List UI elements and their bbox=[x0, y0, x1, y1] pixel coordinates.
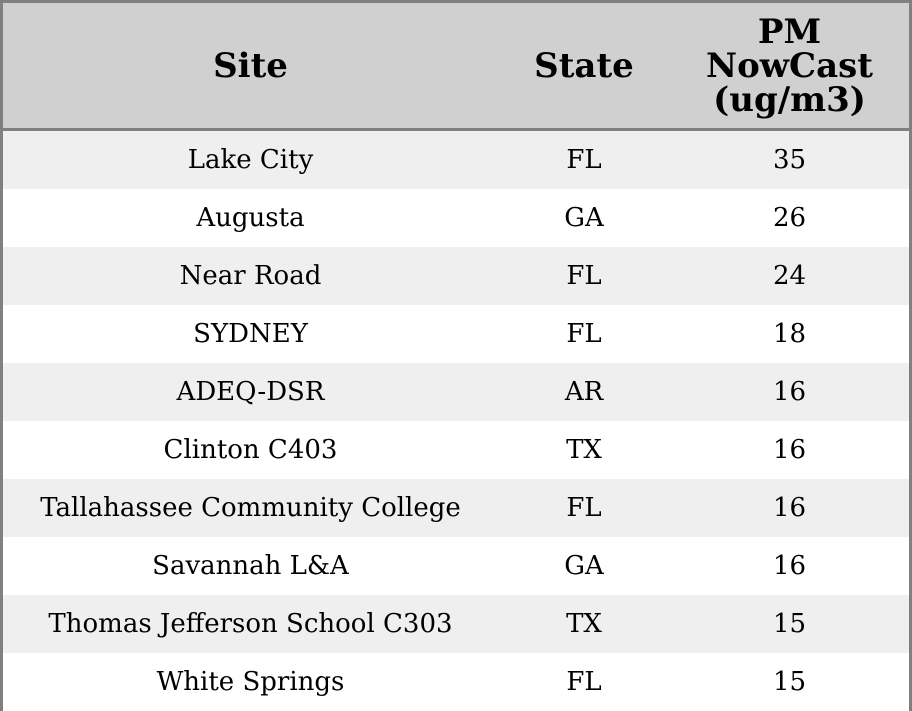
pm-value-cell: 18 bbox=[670, 305, 909, 363]
site-cell: Clinton C403 bbox=[3, 421, 498, 479]
column-header-site: Site bbox=[3, 3, 498, 131]
site-cell: Lake City bbox=[3, 129, 498, 189]
state-cell: GA bbox=[498, 189, 670, 247]
site-cell: Tallahassee Community College bbox=[3, 479, 498, 537]
table-row: Savannah L&A GA 16 bbox=[3, 537, 909, 595]
pm-value-cell: 24 bbox=[670, 247, 909, 305]
state-cell: AR bbox=[498, 363, 670, 421]
site-cell: Thomas Jefferson School C303 bbox=[3, 595, 498, 653]
pm-value-cell: 35 bbox=[670, 129, 909, 189]
table-row: Thomas Jefferson School C303 TX 15 bbox=[3, 595, 909, 653]
table-row: Lake City FL 35 bbox=[3, 129, 909, 189]
site-cell: Near Road bbox=[3, 247, 498, 305]
pm-value-cell: 15 bbox=[670, 653, 909, 711]
column-header-state: State bbox=[498, 3, 670, 131]
site-cell: ADEQ-DSR bbox=[3, 363, 498, 421]
state-cell: FL bbox=[498, 653, 670, 711]
state-cell: TX bbox=[498, 421, 670, 479]
site-cell: SYDNEY bbox=[3, 305, 498, 363]
table-header: Site State PM NowCast (ug/m3) bbox=[3, 3, 909, 131]
table-row: Clinton C403 TX 16 bbox=[3, 421, 909, 479]
column-header-pm-nowcast: PM NowCast (ug/m3) bbox=[670, 3, 909, 131]
state-cell: FL bbox=[498, 247, 670, 305]
header-row: Site State PM NowCast (ug/m3) bbox=[3, 3, 909, 131]
pm-value-cell: 16 bbox=[670, 537, 909, 595]
state-cell: FL bbox=[498, 305, 670, 363]
table-row: Tallahassee Community College FL 16 bbox=[3, 479, 909, 537]
pm-value-cell: 15 bbox=[670, 595, 909, 653]
table-row: SYDNEY FL 18 bbox=[3, 305, 909, 363]
site-cell: Augusta bbox=[3, 189, 498, 247]
state-cell: TX bbox=[498, 595, 670, 653]
pm-value-cell: 16 bbox=[670, 479, 909, 537]
state-cell: FL bbox=[498, 129, 670, 189]
pm-value-cell: 16 bbox=[670, 421, 909, 479]
state-cell: FL bbox=[498, 479, 670, 537]
state-cell: GA bbox=[498, 537, 670, 595]
table-row: Augusta GA 26 bbox=[3, 189, 909, 247]
pm-value-cell: 26 bbox=[670, 189, 909, 247]
table-row: ADEQ-DSR AR 16 bbox=[3, 363, 909, 421]
table-row: White Springs FL 15 bbox=[3, 653, 909, 711]
site-cell: White Springs bbox=[3, 653, 498, 711]
table-body: Lake City FL 35 Augusta GA 26 Near Road FL 24 SYD… bbox=[3, 129, 909, 711]
table-row: Near Road FL 24 bbox=[3, 247, 909, 305]
site-cell: Savannah L&A bbox=[3, 537, 498, 595]
pm-value-cell: 16 bbox=[670, 363, 909, 421]
pm-nowcast-table: Site State PM NowCast (ug/m3) Lake City F… bbox=[3, 3, 909, 711]
